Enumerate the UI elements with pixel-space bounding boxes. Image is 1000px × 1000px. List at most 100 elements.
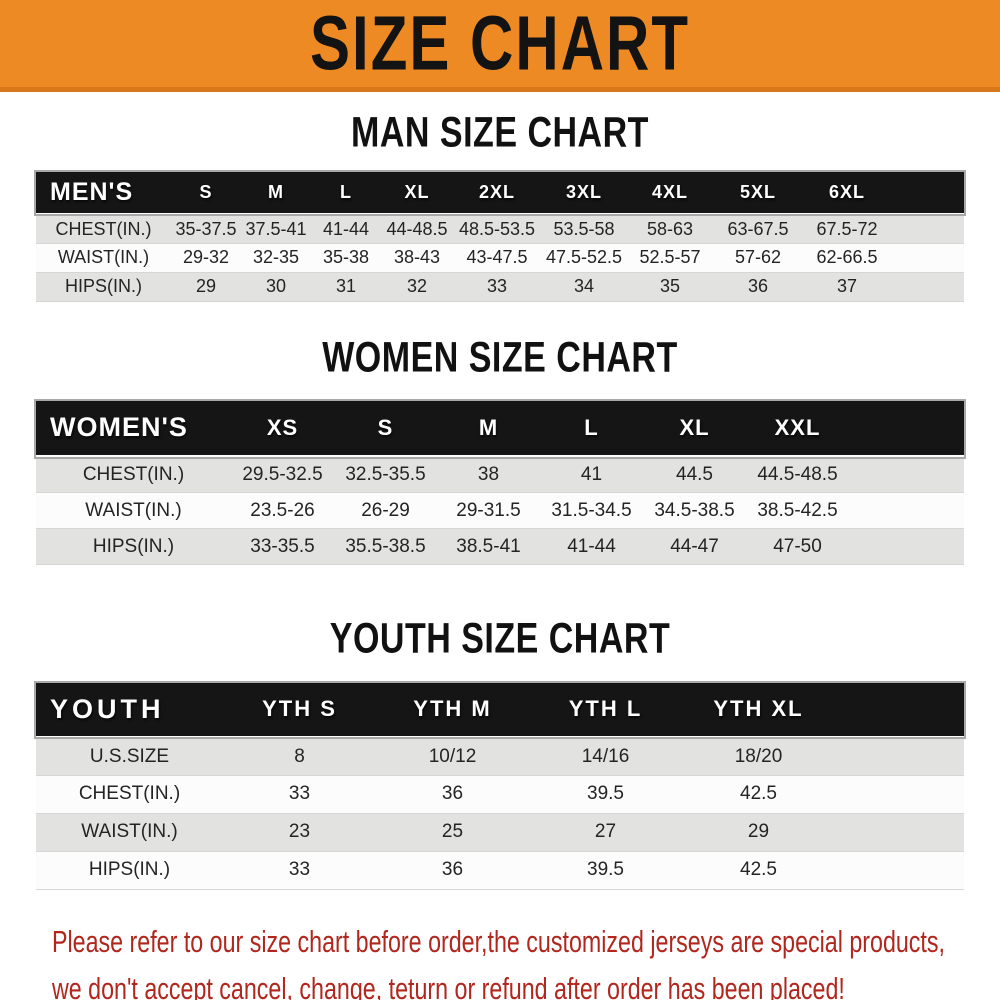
measurement-value: 29 [195, 276, 217, 296]
measurement-value: 36 [441, 783, 464, 804]
measurement-value: 48.5-53.5 [458, 218, 536, 239]
measurement-value: 37 [836, 276, 858, 296]
measurement-label: HIPS(IN.) [88, 859, 171, 880]
measurement-label: WAIST(IN.) [57, 247, 150, 267]
measurement-value: 33 [486, 276, 508, 296]
measurement-value: 42.5 [740, 859, 777, 880]
measurement-value: 39.5 [587, 783, 624, 804]
measurement-value: 37.5-41 [245, 218, 307, 239]
womens-size-table: WOMEN'S XS S M L XL XXL CHEST(IN.) 29.5-32.5 32.5… [34, 398, 966, 566]
mens-size-table: MEN'S S M L XL 2XL 3XL 4XL 5XL 6XL CHEST(IN.) 35-37… [34, 170, 966, 302]
row-spacer [849, 457, 964, 493]
size-header-row: YOUTH YTH S YTH M YTH L YTH XL [34, 681, 966, 739]
disclaimer: Please refer to our size chart before or… [0, 918, 1000, 1000]
men-section: MAN SIZE CHART MEN'S S M L XL 2XL 3XL 4XL 5XL 6XL… [0, 105, 1000, 302]
category-header: YOUTH [50, 693, 165, 724]
measurement-value: 34.5-38.5 [654, 499, 735, 521]
header-spacer [891, 172, 964, 214]
size-column-header: S [199, 181, 213, 202]
row-spacer [849, 529, 964, 565]
size-column-header: 5XL [739, 181, 776, 202]
measurement-value: 10/12 [428, 745, 477, 767]
size-column-header: YTH L [568, 696, 643, 722]
measurement-label: U.S.SIZE [89, 745, 170, 767]
men-section-title: MAN SIZE CHART [0, 105, 1000, 161]
size-column-header: 6XL [828, 181, 865, 202]
size-column-header: M [268, 181, 284, 202]
row-spacer [835, 813, 964, 851]
measurement-value: 33-35.5 [250, 535, 315, 557]
measurement-row: CHEST(IN.) 35-37.5 37.5-41 41-44 44-48.5 48.5… [36, 214, 964, 243]
measurement-value: 32.5-35.5 [345, 464, 426, 485]
size-column-header: S [377, 414, 394, 440]
measurement-row: HIPS(IN.) 33-35.5 35.5-38.5 38.5-41 41-44 44-… [36, 528, 964, 565]
measurement-value: 32 [406, 276, 428, 296]
size-column-header: 2XL [478, 181, 515, 202]
measurement-value: 29-31.5 [456, 499, 521, 521]
measurement-label: CHEST(IN.) [55, 218, 152, 239]
measurement-value: 31 [335, 276, 357, 296]
measurement-value: 62-66.5 [816, 247, 878, 267]
measurement-value: 38-43 [393, 247, 441, 267]
measurement-label: WAIST(IN.) [81, 821, 178, 842]
men-section-title-text: MAN SIZE CHART [351, 108, 649, 157]
measurement-value: 52.5-57 [639, 247, 701, 267]
measurement-value: 35-38 [322, 247, 370, 267]
row-spacer [835, 737, 964, 775]
size-column-header: XXL [774, 414, 821, 440]
measurement-label: CHEST(IN.) [78, 783, 181, 804]
size-column-header: 3XL [565, 181, 602, 202]
header-spacer [849, 401, 964, 457]
measurement-value: 58-63 [646, 218, 694, 239]
measurement-value: 44-48.5 [386, 218, 448, 239]
measurement-value: 32-35 [252, 247, 300, 267]
youth-size-table: YOUTH YTH S YTH M YTH L YTH XL U.S.SIZE 8 10/12… [34, 681, 966, 890]
measurement-value: 33 [288, 859, 311, 880]
measurement-value: 35 [659, 276, 681, 296]
size-column-header: L [340, 181, 352, 202]
row-spacer [891, 214, 964, 243]
measurement-value: 36 [747, 276, 769, 296]
measurement-value: 38.5-42.5 [757, 499, 838, 521]
size-column-header: 4XL [651, 181, 688, 202]
measurement-value: 39.5 [587, 859, 624, 880]
measurement-value: 41 [580, 464, 603, 485]
header-spacer [835, 683, 964, 737]
women-section-title-text: WOMEN SIZE CHART [322, 334, 678, 382]
measurement-value: 35-37.5 [175, 218, 237, 239]
banner: SIZE CHART [0, 0, 1000, 92]
measurement-value: 23.5-26 [250, 499, 315, 521]
row-spacer [891, 272, 964, 301]
row-spacer [891, 243, 964, 272]
measurement-value: 14/16 [581, 745, 630, 767]
measurement-value: 29 [747, 821, 770, 842]
measurement-value: 63-67.5 [727, 218, 789, 239]
measurement-value: 27 [594, 821, 617, 842]
category-header: WOMEN'S [50, 412, 188, 443]
measurement-value: 41-44 [322, 218, 370, 239]
measurement-value: 43-47.5 [466, 247, 528, 267]
measurement-value: 31.5-34.5 [551, 499, 632, 521]
disclaimer-line-2: we don't accept cancel, change, teturn o… [52, 970, 845, 1000]
measurement-row: CHEST(IN.) 29.5-32.5 32.5-35.5 38 41 44.5 44.5… [36, 456, 964, 493]
size-column-header: YTH S [262, 696, 337, 722]
size-header-row: WOMEN'S XS S M L XL XXL [34, 398, 966, 459]
measurement-row: CHEST(IN.) 33 36 39.5 42.5 [36, 775, 964, 813]
measurement-value: 42.5 [740, 783, 777, 804]
measurement-row: WAIST(IN.) 29-32 32-35 35-38 38-43 43-47.5 47.… [36, 243, 964, 272]
measurement-value: 29.5-32.5 [242, 464, 323, 485]
measurement-value: 25 [441, 821, 464, 842]
measurement-value: 38 [477, 464, 500, 485]
measurement-value: 23 [288, 821, 311, 842]
measurement-value: 33 [288, 783, 311, 804]
size-column-header: XL [679, 414, 710, 440]
measurement-value: 26-29 [361, 499, 410, 521]
measurement-value: 44-47 [670, 535, 719, 557]
measurement-value: 47-50 [773, 535, 822, 557]
size-header-row: MEN'S S M L XL 2XL 3XL 4XL 5XL 6XL [34, 170, 966, 216]
measurement-row: HIPS(IN.) 33 36 39.5 42.5 [36, 851, 964, 889]
measurement-value: 34 [573, 276, 595, 296]
women-section: WOMEN SIZE CHART WOMEN'S XS S M L XL XXL CHEST(… [0, 331, 1000, 566]
measurement-value: 35.5-38.5 [345, 535, 426, 557]
